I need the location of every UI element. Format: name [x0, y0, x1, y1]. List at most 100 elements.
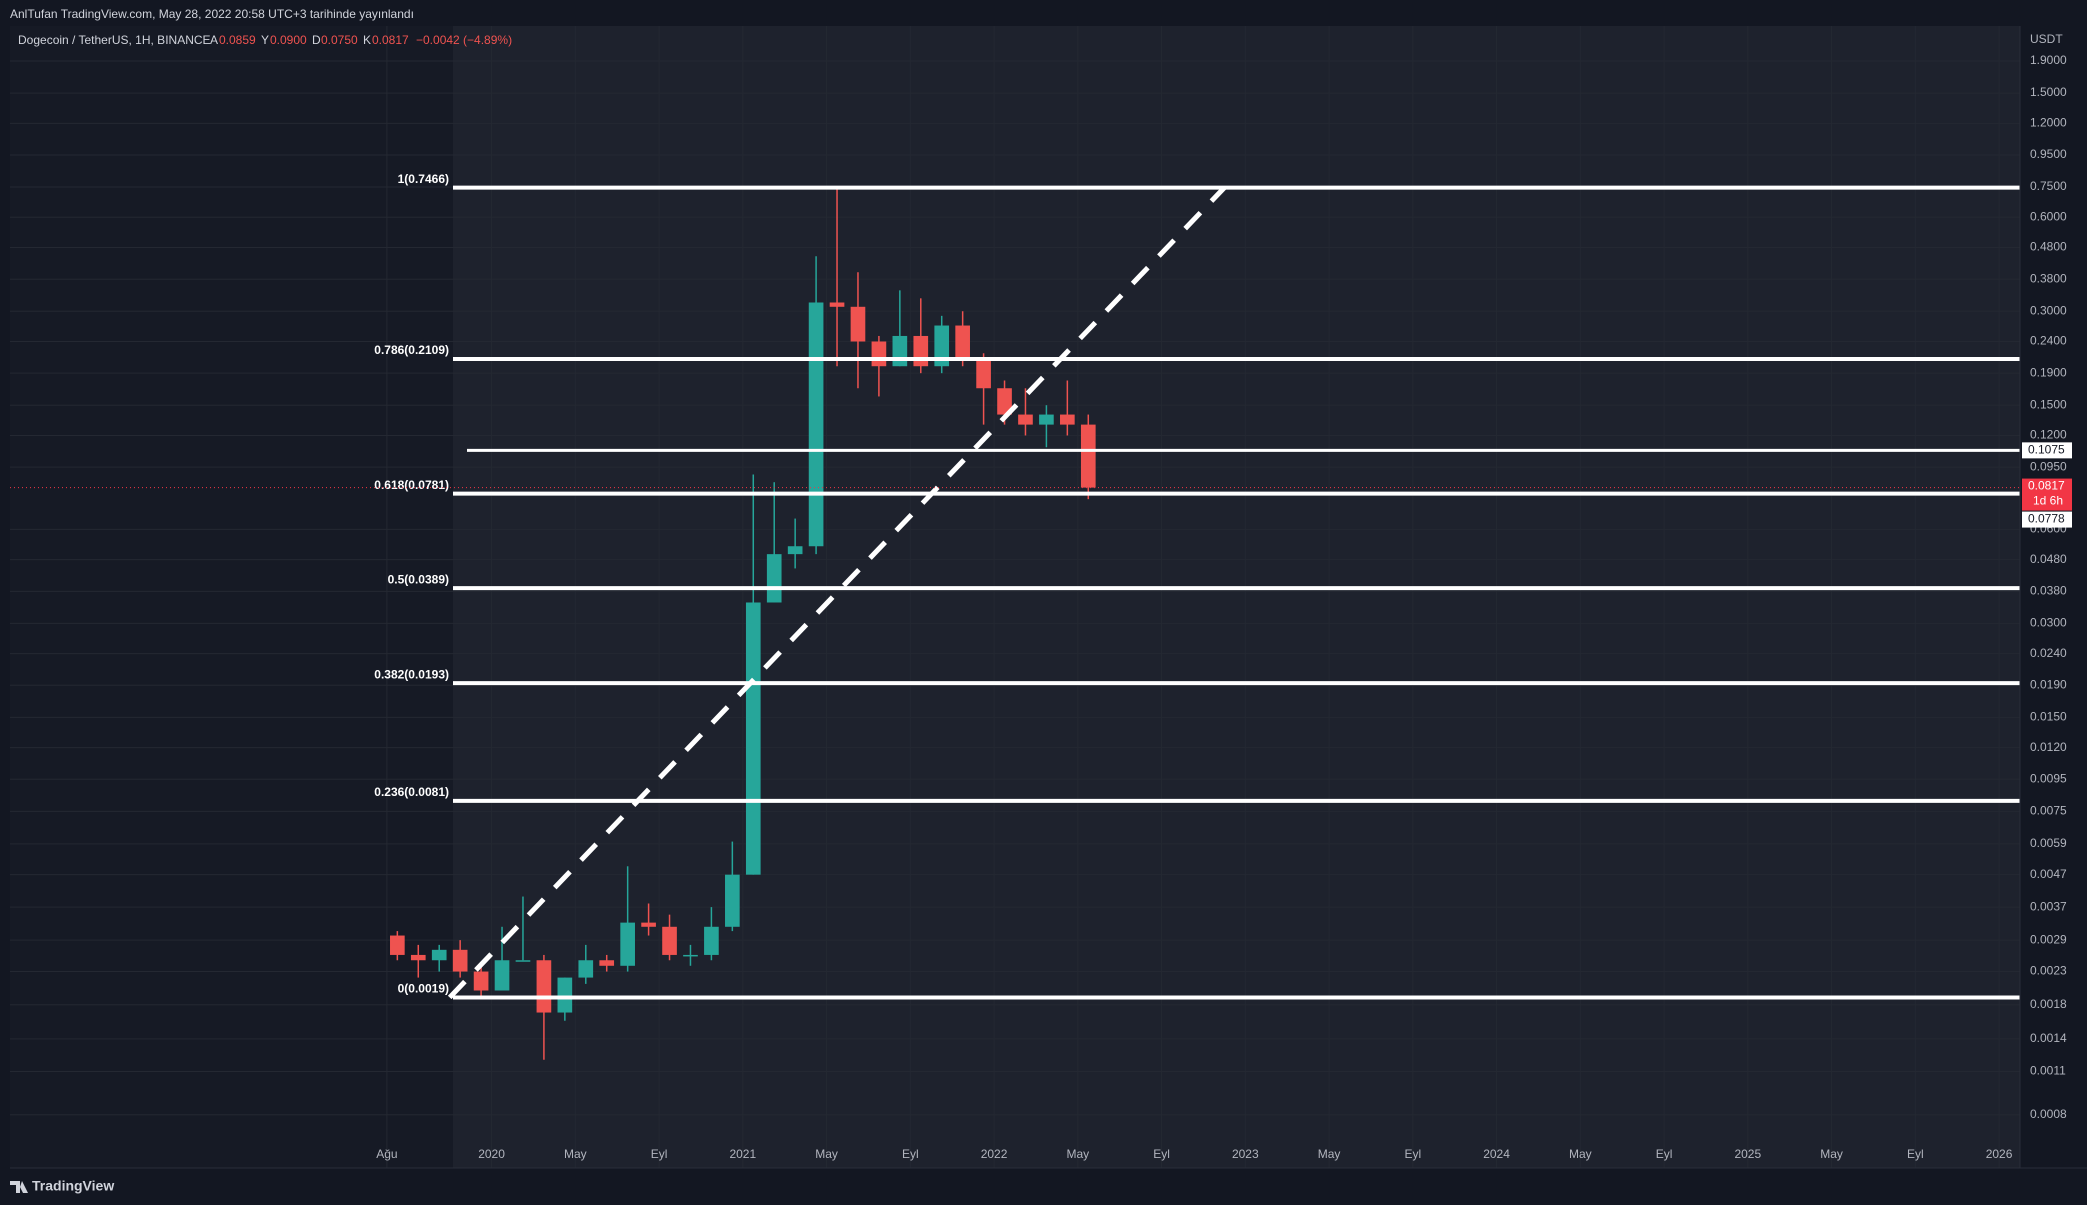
x-tick-label: Eyl — [1153, 1147, 1170, 1161]
y-tick-label: 0.0380 — [2030, 584, 2067, 598]
y-tick-label: 0.0011 — [2030, 1064, 2066, 1078]
drawing-range — [453, 26, 2020, 1168]
price-label: 0.1075 — [2028, 443, 2065, 457]
x-tick-label: Ağu — [376, 1147, 397, 1161]
brand-logo — [10, 1181, 28, 1193]
brand: TradingView — [32, 1178, 114, 1194]
candle-body — [599, 960, 615, 966]
publisher: AnlTufan TradingView.com, May 28, 2022 2… — [10, 7, 414, 21]
y-tick-label: 0.1900 — [2030, 365, 2067, 379]
price-box — [2022, 442, 2072, 459]
y-unit: USDT — [2030, 32, 2063, 46]
y-tick-label: 0.0008 — [2030, 1107, 2067, 1121]
candle-body — [1039, 414, 1054, 425]
y-tick-label: 0.4800 — [2030, 240, 2067, 254]
candle-body — [578, 960, 594, 978]
x-tick-label: May — [564, 1147, 587, 1161]
x-tick-label: Eyl — [1404, 1147, 1421, 1161]
ohlc-value: 0.0900 — [270, 33, 307, 47]
candle-body — [1018, 414, 1033, 425]
y-tick-label: 0.0037 — [2030, 899, 2067, 913]
x-tick-label: May — [1066, 1147, 1089, 1161]
y-tick-label: 0.6000 — [2030, 209, 2067, 223]
ohlc-label: Y — [261, 33, 269, 47]
candle-body — [787, 546, 803, 555]
candle-body — [745, 602, 761, 875]
candle-body — [808, 302, 824, 547]
y-tick-label: 0.3800 — [2030, 271, 2067, 285]
symbol: Dogecoin / TetherUS, 1H, BINANCE — [18, 33, 211, 47]
y-tick-label: 1.9000 — [2030, 53, 2067, 67]
y-tick-label: 0.0300 — [2030, 616, 2067, 630]
candle-body — [871, 341, 887, 367]
x-tick-label: Eyl — [651, 1147, 668, 1161]
x-tick-label: Eyl — [902, 1147, 919, 1161]
x-tick-label: 2020 — [478, 1147, 505, 1161]
ohlc-label: D — [312, 33, 321, 47]
y-tick-label: 0.0480 — [2030, 552, 2067, 566]
candle-body — [892, 335, 908, 367]
candle-body — [976, 359, 991, 389]
candle-body — [829, 302, 845, 307]
x-tick-label: Eyl — [1656, 1147, 1673, 1161]
candle-body — [641, 922, 656, 927]
fib-label: 0.786(0.2109) — [374, 343, 449, 357]
candle-body — [913, 335, 929, 367]
candle-body — [557, 977, 573, 1013]
price-box — [2022, 478, 2072, 511]
y-tick-label: 1.5000 — [2030, 85, 2067, 99]
fib-label: 1(0.7466) — [398, 172, 449, 186]
fib-label: 0.382(0.0193) — [374, 667, 449, 681]
candle-body — [1060, 414, 1075, 425]
candle-body — [494, 960, 510, 991]
y-tick-label: 0.0150 — [2030, 710, 2067, 724]
y-tick-label: 0.0075 — [2030, 803, 2067, 817]
candle-body — [431, 949, 447, 961]
x-tick-label: 2021 — [729, 1147, 756, 1161]
candle-body — [410, 954, 426, 961]
y-tick-label: 0.3000 — [2030, 303, 2067, 317]
y-tick-label: 0.1500 — [2030, 397, 2067, 411]
ohlc-label: A — [210, 33, 218, 47]
candle-body — [473, 971, 489, 991]
y-tick-label: 1.2000 — [2030, 115, 2067, 129]
y-tick-label: 0.0059 — [2030, 836, 2067, 850]
y-tick-label: 0.1200 — [2030, 428, 2067, 442]
fib-label: 0.618(0.0781) — [374, 478, 449, 492]
x-tick-label: 2025 — [1734, 1147, 1761, 1161]
y-tick-label: 0.0120 — [2030, 740, 2067, 754]
x-tick-label: 2023 — [1232, 1147, 1259, 1161]
candle-body — [1080, 424, 1096, 488]
marks — [390, 187, 1096, 1060]
x-tick-label: May — [1318, 1147, 1341, 1161]
price-label: 0.0778 — [2028, 512, 2065, 526]
candle-body — [997, 388, 1012, 415]
x-tick-label: 2026 — [1986, 1147, 2013, 1161]
candle-body — [515, 960, 531, 962]
candle-body — [536, 960, 552, 1013]
candle-body — [683, 954, 698, 957]
y-tick-label: 0.0240 — [2030, 646, 2067, 660]
fib-label: 0.5(0.0389) — [388, 572, 449, 586]
candle-body — [850, 306, 866, 342]
y-tick-label: 0.0047 — [2030, 867, 2067, 881]
y-tick-label: 0.0029 — [2030, 932, 2067, 946]
overlay: 1(0.7466) 0.786(0.2109) 0.618(0.0781) 0.5(0… — [10, 172, 2072, 1000]
candle-body — [955, 325, 970, 360]
ohlc-value: 0.0859 — [219, 33, 256, 47]
candle-body — [934, 325, 950, 367]
candle-body — [766, 554, 782, 603]
y-tick-label: 0.0023 — [2030, 964, 2067, 978]
price-box — [2022, 511, 2072, 528]
fib-label: 0.236(0.0081) — [374, 785, 449, 799]
y-tick-label: 0.7500 — [2030, 179, 2067, 193]
x-tick-label: 2024 — [1483, 1147, 1510, 1161]
y-tick-label: 0.0018 — [2030, 997, 2067, 1011]
x-tick-label: 2022 — [981, 1147, 1008, 1161]
candle-body — [620, 922, 635, 966]
candle-body — [390, 935, 405, 955]
y-tick-label: 0.0014 — [2030, 1031, 2067, 1045]
countdown: 1d 6h — [2033, 494, 2063, 508]
ohlc-change: −0.0042 (−4.89%) — [416, 33, 512, 47]
